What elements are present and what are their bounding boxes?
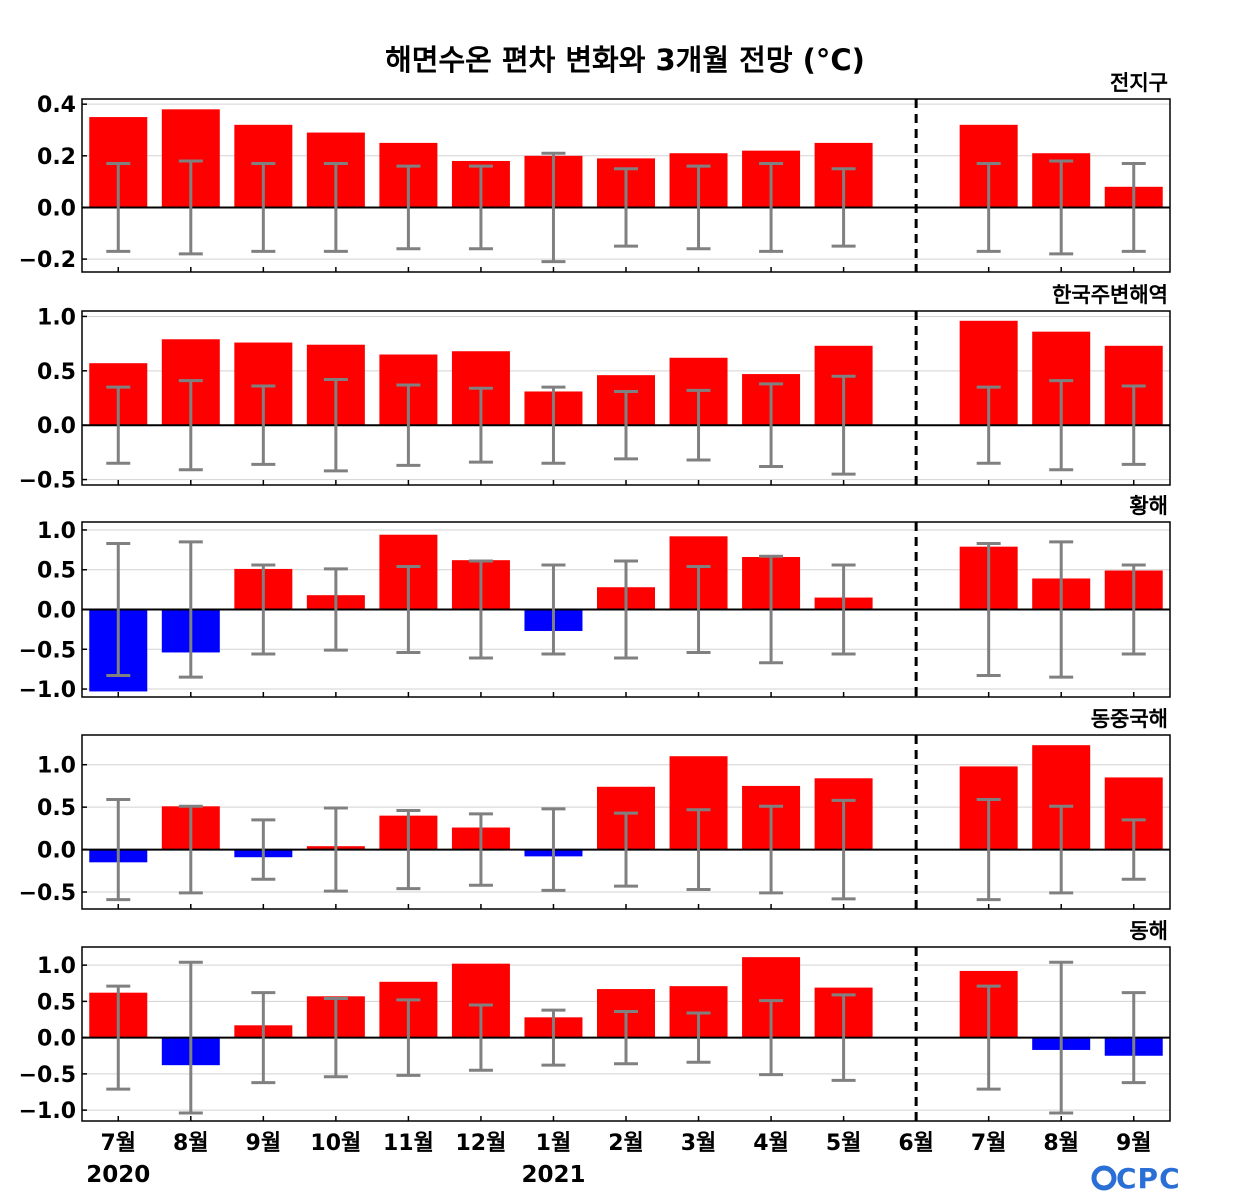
x-tick-label: 9월 [246,1131,282,1156]
y-tick-label: 0.0 [37,1027,76,1052]
logo-text: CPC [1116,1162,1181,1195]
year-label: 2020 [86,1162,150,1188]
panels-group: −0.20.00.20.4전지구−0.50.00.51.0한국주변해역−1.0−… [19,71,1171,1124]
x-tick-label: 10월 [310,1131,361,1156]
x-tick-label: 4월 [753,1131,789,1156]
y-tick-label: 1.0 [37,519,76,544]
y-tick-label: 0.0 [37,414,76,439]
panel-title: 동해 [1129,919,1168,943]
chart-title: 해면수온 편차 변화와 3개월 전망 (°C) [385,43,865,77]
panel-4: −0.5 0.0 0.5 1.0 동중국해 [19,707,1171,910]
panel-5: −1.0 −0.5 0.0 0.5 1.0 동해 [19,919,1171,1124]
x-tick-label: 2월 [608,1131,644,1156]
panel-2: −0.5 0.0 0.5 1.0 한국주변해역 [19,283,1171,494]
y-tick-label: 0.0 [37,839,76,864]
y-tick-label: −0.5 [19,881,76,906]
panel-title: 한국주변해역 [1052,283,1168,307]
x-tick-label: 1월 [536,1131,572,1156]
panel-title: 황해 [1129,494,1168,518]
x-tick-label: 6월 [898,1131,934,1156]
y-tick-label: −1.0 [19,1099,76,1124]
y-tick-label: −0.5 [19,469,76,494]
y-tick-label: 1.0 [37,754,76,779]
panel-3: −1.0 −0.5 0.0 0.5 1.0 황해 [19,494,1171,703]
y-tick-label: 0.0 [37,599,76,624]
y-tick-label: 0.2 [37,145,76,170]
y-tick-label: 0.5 [37,990,76,1015]
ocpc-logo: CPC [1091,1162,1181,1195]
x-tick-label: 5월 [826,1131,862,1156]
x-tick-label: 3월 [681,1131,717,1156]
x-tick-label: 12월 [456,1131,507,1156]
y-tick-label: −0.5 [19,1063,76,1088]
x-tick-label: 8월 [1043,1131,1079,1156]
y-tick-label: 1.0 [37,305,76,330]
panel-1: −0.2 0.0 0.2 0.4 전지구 [19,71,1171,273]
panel-title: 동중국해 [1091,707,1168,731]
year-label: 2021 [521,1162,585,1188]
x-tick-label: 7월 [971,1131,1007,1156]
y-tick-label: −0.2 [19,248,76,273]
y-tick-label: 1.0 [37,954,76,979]
y-tick-label: 0.0 [37,196,76,221]
x-tick-label: 7월 [100,1131,136,1156]
x-axis: 7월 8월 9월 10월 11월 12월 1월 2월 3월 4월 5월 6월 7월 8월 9월 2020 202… [86,1131,1151,1188]
y-tick-label: 0.4 [37,93,76,118]
y-tick-label: 0.5 [37,360,76,385]
y-tick-label: 0.5 [37,559,76,584]
y-tick-label: 0.5 [37,796,76,821]
x-tick-label: 9월 [1116,1131,1152,1156]
y-tick-label: −1.0 [19,678,76,703]
y-tick-label: −0.5 [19,638,76,663]
x-tick-label: 8월 [173,1131,209,1156]
panel-title: 전지구 [1110,71,1168,95]
x-tick-label: 11월 [383,1131,434,1156]
logo-mark-icon [1091,1165,1117,1191]
